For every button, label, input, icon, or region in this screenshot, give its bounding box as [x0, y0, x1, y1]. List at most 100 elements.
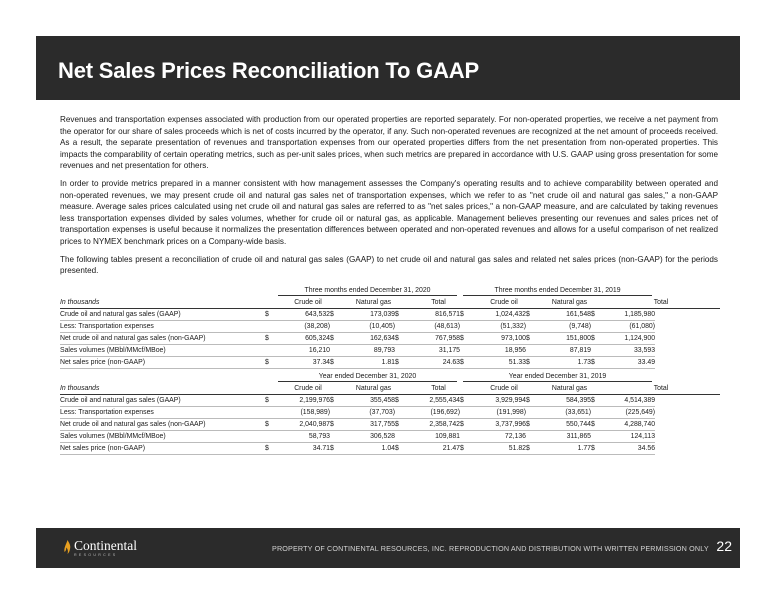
table-row: Less: Transportation expenses (38,208) (10…	[60, 320, 720, 333]
unit-label: In thousands	[60, 383, 265, 395]
table-cell: 72,136	[471, 430, 526, 443]
column-header-row: In thousands Crude oil Natural gas Total Cru…	[60, 297, 720, 309]
table-cell: 109,881	[406, 430, 460, 443]
table-cell: 2,040,987	[275, 418, 330, 431]
currency-symbol: $	[330, 332, 341, 345]
currency-symbol: $	[526, 308, 537, 321]
currency-symbol: $	[265, 442, 275, 455]
table-cell: (37,703)	[341, 406, 395, 419]
table-cell: 4,514,389	[602, 394, 656, 407]
body-text: Revenues and transportation expenses ass…	[60, 114, 718, 283]
table-cell: (61,080)	[602, 320, 656, 333]
table-cell: 2,358,742	[406, 418, 460, 431]
currency-symbol: $	[395, 442, 406, 455]
table-cell: 21.47	[406, 442, 460, 455]
currency-symbol: $	[591, 308, 602, 321]
table-cell: 4,288,740	[602, 418, 656, 431]
table-cell: 3,737,996	[471, 418, 526, 431]
row-label: Less: Transportation expenses	[60, 406, 265, 419]
currency-symbol: $	[460, 356, 471, 369]
logo-name: Continental	[74, 538, 137, 553]
table-row: Crude oil and natural gas sales (GAAP) $2…	[60, 394, 720, 407]
currency-symbol: $	[526, 442, 537, 455]
table-cell: 1.81	[341, 356, 395, 369]
table-cell: 31,175	[406, 344, 460, 357]
row-label: Crude oil and natural gas sales (GAAP)	[60, 308, 265, 321]
table-row: Net crude oil and natural gas sales (non…	[60, 418, 720, 431]
table-cell: (9,748)	[537, 320, 591, 333]
table-cell: 58,793	[275, 430, 330, 443]
table-row: Sales volumes (MBbl/MMcf/MBoe) 16,210 89,7…	[60, 344, 720, 357]
currency-symbol: $	[395, 394, 406, 407]
currency-symbol: $	[591, 332, 602, 345]
table-cell: 16,210	[275, 344, 330, 357]
table-cell: 2,555,434	[406, 394, 460, 407]
table-cell: 162,634	[341, 332, 395, 345]
column-header-row: In thousands Crude oil Natural gas Total Cru…	[60, 383, 720, 395]
table-cell: 306,528	[341, 430, 395, 443]
copyright-notice: PROPERTY OF CONTINENTAL RESOURCES, INC. …	[272, 544, 709, 553]
currency-symbol: $	[526, 356, 537, 369]
table-cell: 605,324	[275, 332, 330, 345]
currency-symbol: $	[460, 394, 471, 407]
title-banner: Net Sales Prices Reconciliation To GAAP	[36, 36, 740, 100]
row-label: Crude oil and natural gas sales (GAAP)	[60, 394, 265, 407]
currency-symbol: $	[395, 356, 406, 369]
table-cell: 151,800	[537, 332, 591, 345]
table-cell: (33,651)	[537, 406, 591, 419]
row-label: Less: Transportation expenses	[60, 320, 265, 333]
table-cell: 89,793	[341, 344, 395, 357]
column-header: Natural gas	[537, 383, 602, 395]
currency-symbol: $	[265, 418, 275, 431]
currency-symbol: $	[460, 442, 471, 455]
table-cell: 51.82	[471, 442, 526, 455]
column-header: Total	[406, 383, 471, 395]
currency-symbol: $	[265, 308, 275, 321]
table-cell: 34.71	[275, 442, 330, 455]
column-header: Total	[406, 297, 471, 309]
currency-symbol: $	[526, 394, 537, 407]
currency-symbol: $	[330, 356, 341, 369]
row-label: Net crude oil and natural gas sales (non…	[60, 332, 265, 345]
table-cell: 1,124,900	[602, 332, 656, 345]
table-cell: 34.56	[602, 442, 656, 455]
table-cell: 1.73	[537, 356, 591, 369]
table-cell: (10,405)	[341, 320, 395, 333]
currency-symbol: $	[591, 442, 602, 455]
row-label: Net sales price (non-GAAP)	[60, 442, 265, 455]
table-cell: (196,692)	[406, 406, 460, 419]
table-row: Net crude oil and natural gas sales (non…	[60, 332, 720, 345]
currency-symbol: $	[591, 394, 602, 407]
currency-symbol: $	[265, 394, 275, 407]
table-cell: 2,199,976	[275, 394, 330, 407]
currency-symbol: $	[330, 394, 341, 407]
table-cell: (48,613)	[406, 320, 460, 333]
table-row: Sales volumes (MBbl/MMcf/MBoe) 58,793 306,…	[60, 430, 720, 443]
column-header: Crude oil	[275, 297, 341, 309]
table-cell: 1,185,980	[602, 308, 656, 321]
table-cell: 816,571	[406, 308, 460, 321]
table-cell: 87,819	[537, 344, 591, 357]
page-title: Net Sales Prices Reconciliation To GAAP	[58, 58, 479, 83]
table-row: Crude oil and natural gas sales (GAAP) $6…	[60, 308, 720, 321]
column-header: Natural gas	[341, 297, 406, 309]
table-cell: 311,865	[537, 430, 591, 443]
period-header-row: Three months ended December 31, 2020 Thre…	[60, 286, 720, 297]
footer-bar: Continental RESOURCES PROPERTY OF CONTIN…	[36, 528, 740, 568]
table-cell: 643,532	[275, 308, 330, 321]
currency-symbol: $	[526, 332, 537, 345]
currency-symbol: $	[330, 418, 341, 431]
page-number: 22	[716, 538, 732, 554]
table-cell: 584,395	[537, 394, 591, 407]
table-row: Less: Transportation expenses (158,989) (3…	[60, 406, 720, 419]
table-row: Net sales price (non-GAAP) $37.34 $1.81 $24…	[60, 356, 720, 369]
currency-symbol: $	[460, 418, 471, 431]
period-header-row: Year ended December 31, 2020 Year ended D…	[60, 372, 720, 383]
paragraph: The following tables present a reconcili…	[60, 254, 718, 276]
table-cell: 173,039	[341, 308, 395, 321]
table-cell: 767,958	[406, 332, 460, 345]
table-cell: (51,332)	[471, 320, 526, 333]
company-logo: Continental RESOURCES	[64, 539, 137, 557]
currency-symbol: $	[460, 332, 471, 345]
row-label: Sales volumes (MBbl/MMcf/MBoe)	[60, 430, 265, 443]
